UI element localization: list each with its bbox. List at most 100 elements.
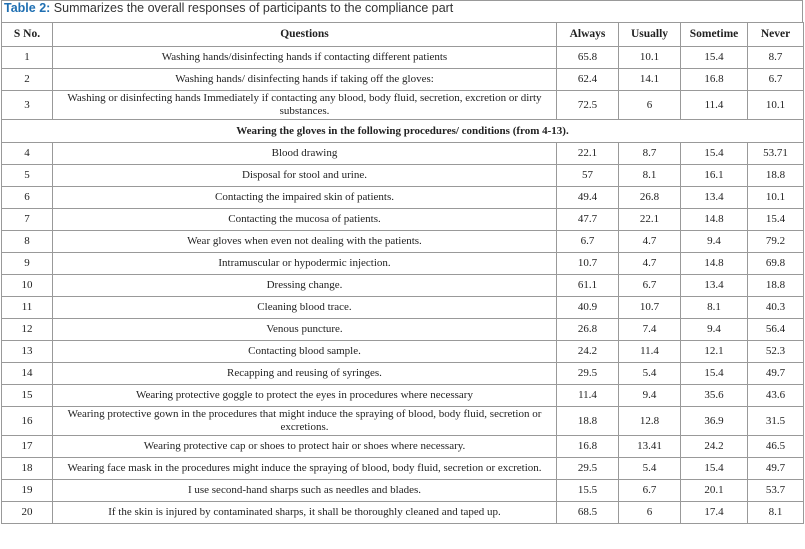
value-cell: 1	[1, 46, 53, 69]
value-cell: 18.8	[747, 164, 804, 187]
value-cell: 62.4	[556, 68, 619, 91]
value-cell: 10.1	[747, 186, 804, 209]
value-cell: 13.4	[680, 186, 748, 209]
value-cell: 29.5	[556, 457, 619, 480]
question-cell: Dressing change.	[52, 274, 557, 297]
value-cell: 7.4	[618, 318, 681, 341]
table-row: 9 Intramuscular or hypodermic injection. 1…	[1, 252, 804, 275]
value-cell: 9.4	[618, 384, 681, 407]
table-row: 3 Washing or disinfecting hands Immediate…	[1, 90, 804, 120]
table-row: 10 Dressing change. 61.1 6.7 13.4 18.8	[1, 274, 804, 297]
value-cell: 16.8	[556, 435, 619, 458]
value-cell: 11.4	[556, 384, 619, 407]
value-cell: 8	[1, 230, 53, 253]
value-cell: 17	[1, 435, 53, 458]
page: Table 2: Summarizes the overall response…	[1, 0, 804, 524]
header-cell: S No.	[1, 22, 53, 47]
value-cell: 16	[1, 406, 53, 436]
value-cell: 9	[1, 252, 53, 275]
value-cell: 3	[1, 90, 53, 120]
value-cell: 19	[1, 479, 53, 502]
value-cell: 6	[1, 186, 53, 209]
question-cell: Wearing protective cap or shoes to prote…	[52, 435, 557, 458]
header-cell: Sometime	[680, 22, 748, 47]
question-cell: Contacting blood sample.	[52, 340, 557, 363]
value-cell: 6	[618, 90, 681, 120]
question-cell: Disposal for stool and urine.	[52, 164, 557, 187]
value-cell: 49.7	[747, 362, 804, 385]
caption-text: Summarizes the overall responses of part…	[50, 1, 454, 15]
table-row: 13 Contacting blood sample. 24.2 11.4 12.1 52…	[1, 340, 804, 363]
value-cell: 2	[1, 68, 53, 91]
value-cell: 15	[1, 384, 53, 407]
table-row: 16 Wearing protective gown in the procedu…	[1, 406, 804, 436]
value-cell: 12.1	[680, 340, 748, 363]
table-row: 5 Disposal for stool and urine. 57 8.1 16.1 1…	[1, 164, 804, 187]
value-cell: 6.7	[556, 230, 619, 253]
value-cell: 49.7	[747, 457, 804, 480]
value-cell: 24.2	[680, 435, 748, 458]
value-cell: 56.4	[747, 318, 804, 341]
question-cell: Contacting the mucosa of patients.	[52, 208, 557, 231]
value-cell: 15.4	[680, 457, 748, 480]
value-cell: 24.2	[556, 340, 619, 363]
table-row: 20 If the skin is injured by contaminated…	[1, 501, 804, 524]
value-cell: 40.9	[556, 296, 619, 319]
value-cell: 26.8	[556, 318, 619, 341]
value-cell: 9.4	[680, 318, 748, 341]
value-cell: 29.5	[556, 362, 619, 385]
value-cell: 35.6	[680, 384, 748, 407]
value-cell: 26.8	[618, 186, 681, 209]
value-cell: 61.1	[556, 274, 619, 297]
table: S No. Questions Always Usually Sometime Never…	[1, 22, 804, 524]
value-cell: 8.1	[680, 296, 748, 319]
value-cell: 5.4	[618, 457, 681, 480]
table-row: 1 Washing hands/disinfecting hands if con…	[1, 46, 804, 69]
value-cell: 46.5	[747, 435, 804, 458]
value-cell: 16.8	[680, 68, 748, 91]
table-row: 2 Washing hands/ disinfecting hands if ta…	[1, 68, 804, 91]
table-row: 11 Cleaning blood trace. 40.9 10.7 8.1 40.3	[1, 296, 804, 319]
value-cell: 16.1	[680, 164, 748, 187]
value-cell: 18.8	[556, 406, 619, 436]
header-cell: Never	[747, 22, 804, 47]
value-cell: 8.1	[747, 501, 804, 524]
value-cell: 4.7	[618, 230, 681, 253]
caption-label: Table 2:	[4, 1, 51, 15]
question-cell: Contacting the impaired skin of patients…	[52, 186, 557, 209]
value-cell: 43.6	[747, 384, 804, 407]
value-cell: 14	[1, 362, 53, 385]
value-cell: 11.4	[618, 340, 681, 363]
question-cell: Wearing face mask in the procedures migh…	[52, 457, 557, 480]
value-cell: 40.3	[747, 296, 804, 319]
value-cell: 18	[1, 457, 53, 480]
value-cell: 53.7	[747, 479, 804, 502]
value-cell: 10.7	[556, 252, 619, 275]
value-cell: 17.4	[680, 501, 748, 524]
value-cell: 22.1	[556, 142, 619, 165]
value-cell: 20.1	[680, 479, 748, 502]
value-cell: 47.7	[556, 208, 619, 231]
value-cell: 6.7	[747, 68, 804, 91]
value-cell: 8.7	[747, 46, 804, 69]
value-cell: 10	[1, 274, 53, 297]
value-cell: 15.4	[680, 142, 748, 165]
table-row: 17 Wearing protective cap or shoes to pro…	[1, 435, 804, 458]
value-cell: 12	[1, 318, 53, 341]
table-row: 19 I use second-hand sharps such as needl…	[1, 479, 804, 502]
value-cell: 57	[556, 164, 619, 187]
table-row: 12 Venous puncture. 26.8 7.4 9.4 56.4	[1, 318, 804, 341]
question-cell: If the skin is injured by contaminated s…	[52, 501, 557, 524]
value-cell: 12.8	[618, 406, 681, 436]
question-cell: I use second-hand sharps such as needles…	[52, 479, 557, 502]
table-row: 4 Blood drawing 22.1 8.7 15.4 53.71	[1, 142, 804, 165]
question-cell: Wearing protective gown in the procedure…	[52, 406, 557, 436]
header-row: S No. Questions Always Usually Sometime Never	[1, 22, 804, 47]
value-cell: 10.7	[618, 296, 681, 319]
question-cell: Blood drawing	[52, 142, 557, 165]
value-cell: 20	[1, 501, 53, 524]
value-cell: 4.7	[618, 252, 681, 275]
value-cell: 9.4	[680, 230, 748, 253]
question-cell: Wear gloves when even not dealing with t…	[52, 230, 557, 253]
value-cell: 11	[1, 296, 53, 319]
